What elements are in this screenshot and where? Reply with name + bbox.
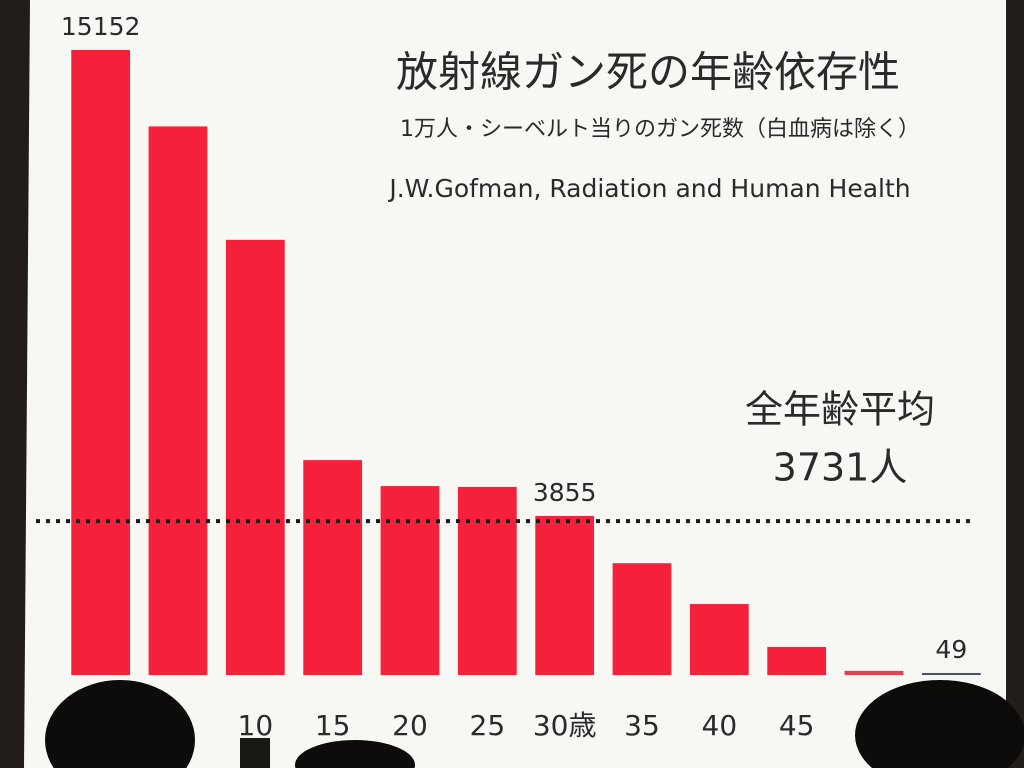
marks: 15152 10 15 20 25 30歳 3855 35 40 45 49	[36, 12, 981, 742]
x-tick-label: 10	[238, 709, 274, 742]
bar	[535, 515, 595, 675]
x-tick-label: 35	[624, 709, 660, 742]
bar	[303, 460, 363, 675]
head-silhouette	[855, 680, 1024, 768]
value-label: 15152	[61, 12, 141, 41]
chart-title: 放射線ガン死の年齢依存性	[396, 48, 900, 97]
bar	[921, 672, 981, 675]
audience	[45, 680, 1024, 768]
bottle	[240, 738, 270, 768]
bar	[380, 486, 440, 675]
average-value-label: 3731人	[773, 446, 908, 490]
chart-subtitle: 1万人・シーベルト当りのガン死数（白血病は除く）	[400, 117, 920, 142]
x-tick-label: 40	[702, 709, 738, 742]
bar	[612, 563, 672, 675]
x-tick-label: 30歳	[533, 709, 597, 742]
average-label: 全年齢平均	[745, 388, 935, 432]
x-tick-label: 15	[315, 709, 351, 742]
head-silhouette	[295, 740, 415, 768]
source: J.W.Gofman, Radiation and Human Health	[387, 174, 910, 203]
bar	[844, 670, 904, 675]
value-label: 49	[935, 635, 967, 664]
x-tick-label: 25	[470, 709, 506, 742]
bar	[225, 239, 285, 676]
bar	[71, 50, 131, 675]
x-tick-label: 20	[392, 709, 428, 742]
head-silhouette	[45, 680, 195, 768]
bar	[148, 126, 208, 675]
value-label: 3855	[533, 478, 597, 507]
bar	[457, 486, 517, 675]
bar	[689, 604, 749, 675]
x-tick-label: 45	[779, 709, 815, 742]
bar	[767, 646, 827, 675]
